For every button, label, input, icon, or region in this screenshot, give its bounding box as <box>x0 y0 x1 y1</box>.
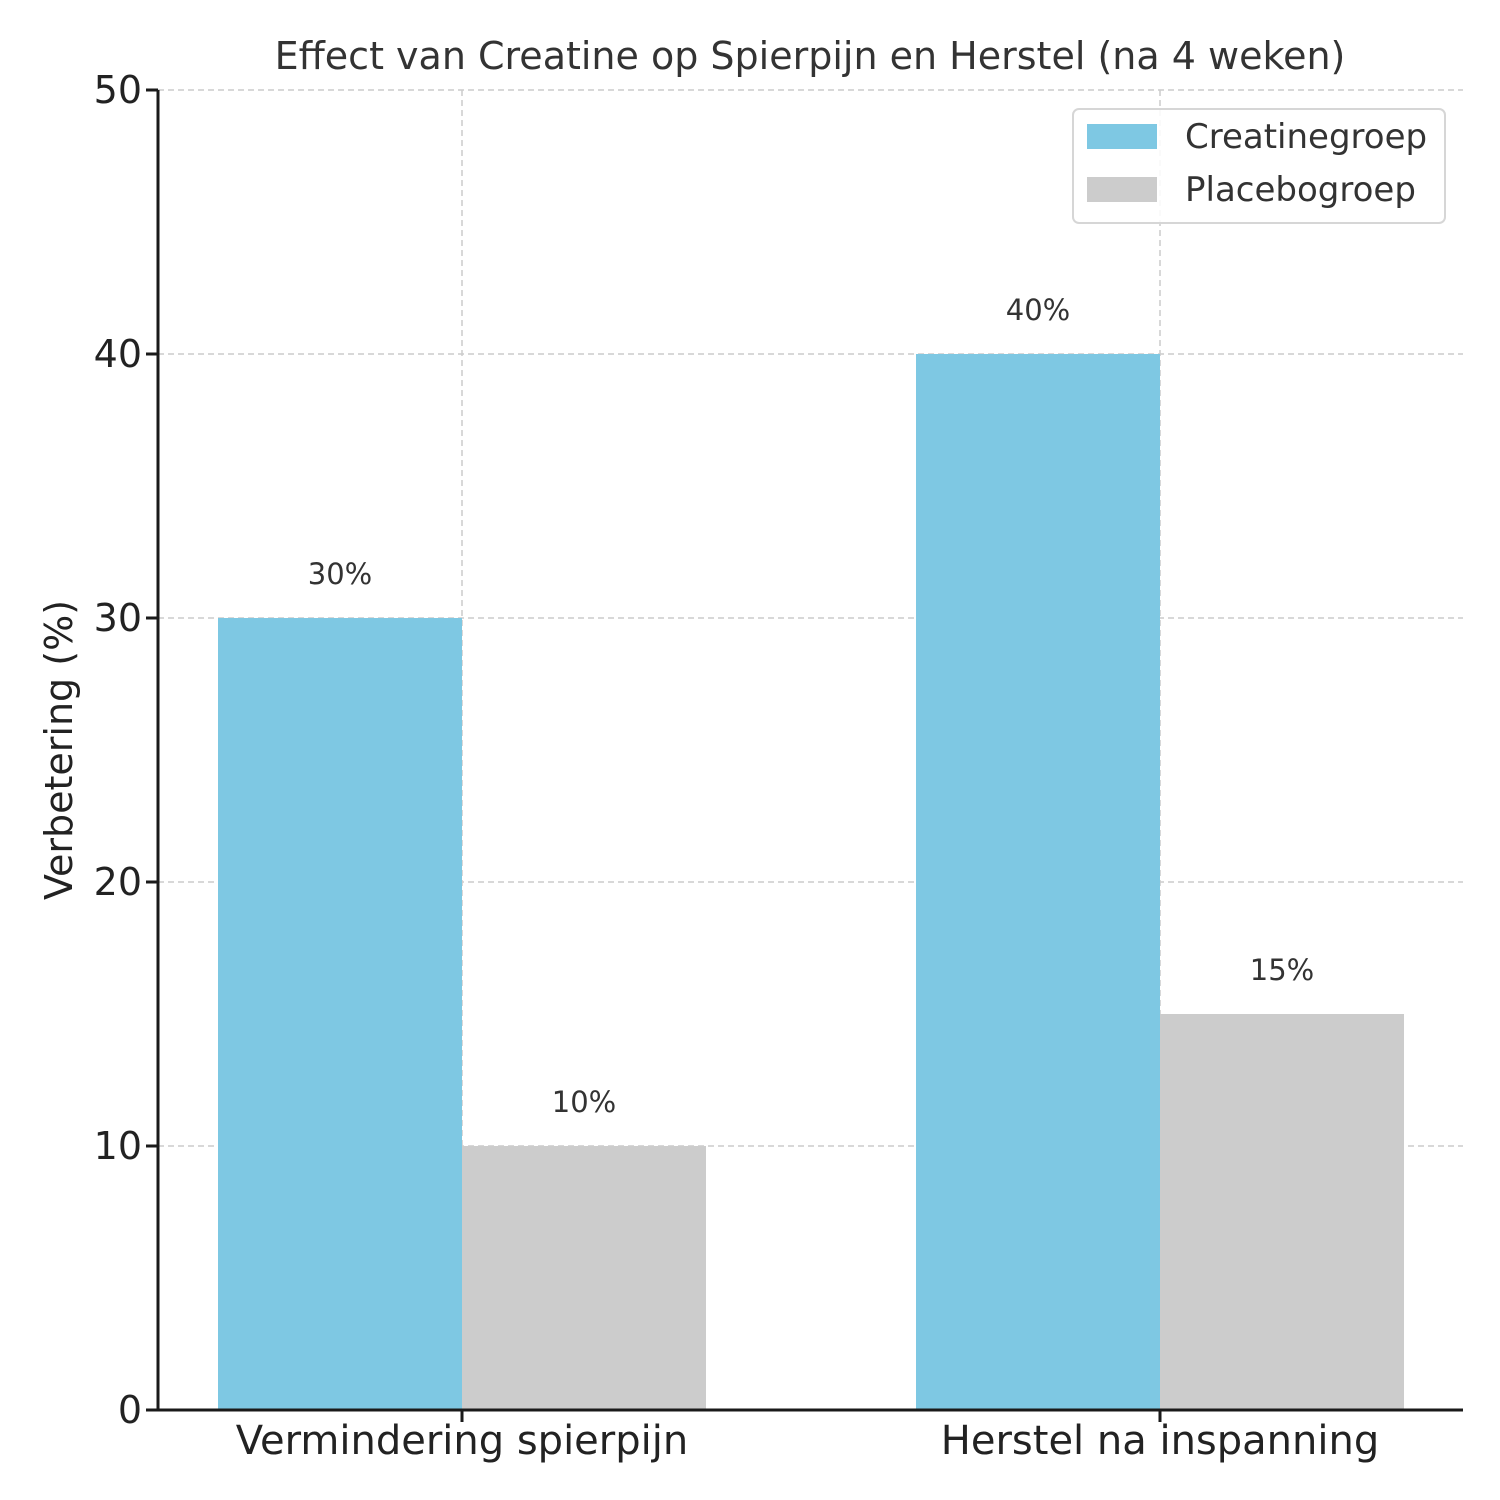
data-label: 30% <box>308 557 372 591</box>
legend: Creatinegroep Placebogroep <box>1072 108 1446 224</box>
legend-swatch-placebogroep <box>1087 177 1157 202</box>
data-labels: 30% 40% 10% 15% <box>308 293 1314 1119</box>
y-tick-label: 40 <box>94 332 142 376</box>
x-tick-label: Herstel na inspanning <box>941 1418 1379 1464</box>
axes <box>156 90 1463 1412</box>
data-label: 40% <box>1006 293 1070 327</box>
x-ticks: Vermindering spierpijn Herstel na inspann… <box>236 1410 1379 1464</box>
y-tick-label: 50 <box>94 68 142 112</box>
y-axis-label: Verbetering (%) <box>37 600 81 900</box>
y-tick-label: 10 <box>94 1124 142 1168</box>
y-tick-label: 30 <box>94 596 142 640</box>
legend-label: Placebogroep <box>1185 170 1416 210</box>
legend-swatch-creatinegroep <box>1087 124 1157 149</box>
y-tick-label: 20 <box>94 860 142 904</box>
x-tick-label: Vermindering spierpijn <box>236 1418 688 1464</box>
y-tick-label: 0 <box>118 1388 142 1432</box>
legend-frame <box>1072 108 1446 224</box>
bar-creatinegroep-1 <box>218 618 462 1410</box>
bar-placebogroep-1 <box>462 1146 706 1410</box>
legend-label: Creatinegroep <box>1185 117 1427 157</box>
chart-title: Effect van Creatine op Spierpijn en Hers… <box>275 34 1346 78</box>
data-label: 10% <box>552 1085 616 1119</box>
bar-placebogroep-2 <box>1160 1014 1404 1410</box>
bars <box>218 354 1404 1410</box>
y-ticks: 0 10 20 30 40 50 <box>94 68 158 1432</box>
data-label: 15% <box>1250 953 1314 987</box>
bar-creatinegroep-2 <box>916 354 1160 1410</box>
